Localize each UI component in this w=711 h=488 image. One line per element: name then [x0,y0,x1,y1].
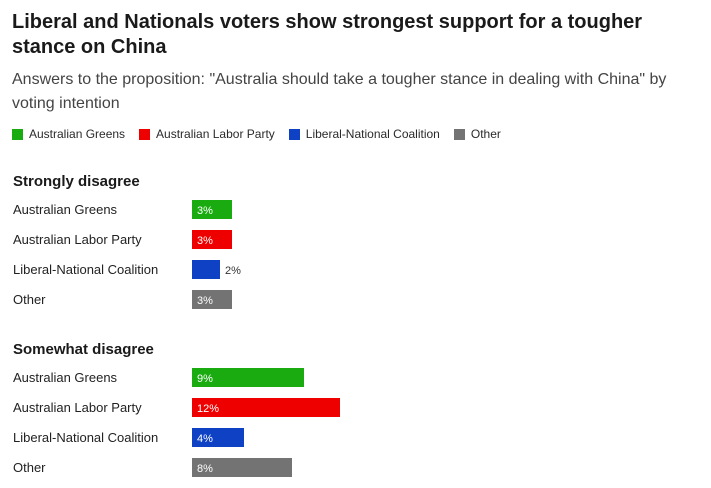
legend: Australian Greens Australian Labor Party… [12,127,515,141]
data-label-somewhat-disagree-australian-labor-party: 12% [197,403,219,415]
bar-strongly-disagree-liberal-national-coalition [192,260,220,279]
legend-item-coalition: Liberal-National Coalition [288,127,440,141]
bar-strongly-disagree-australian-labor-party [192,230,232,249]
data-label-somewhat-disagree-australian-greens: 9% [197,373,213,385]
bar-somewhat-disagree-australian-greens [192,368,304,387]
category-label-somewhat-disagree-liberal-national-coalition: Liberal-National Coalition [13,430,158,445]
category-label-strongly-disagree-australian-labor-party: Australian Labor Party [13,232,142,247]
chart-subtitle: Answers to the proposition: "Australia s… [12,71,667,112]
category-label-somewhat-disagree-australian-greens: Australian Greens [13,370,118,385]
category-label-strongly-disagree-other: Other [13,292,46,307]
data-label-strongly-disagree-australian-greens: 3% [197,205,213,217]
bar-strongly-disagree-australian-greens [192,200,232,219]
legend-label-labor: Australian Labor Party [156,127,275,141]
group-heading-somewhat-disagree: Somewhat disagree [13,341,154,358]
group-heading-strongly-disagree: Strongly disagree [13,173,140,190]
bar-somewhat-disagree-other [192,458,292,477]
legend-label-greens: Australian Greens [29,127,126,141]
bar-somewhat-disagree-australian-labor-party [192,398,340,417]
legend-label-coalition: Liberal-National Coalition [305,127,440,141]
legend-swatch-greens [12,128,23,140]
legend-item-greens: Australian Greens [12,127,125,141]
legend-item-other: Other [453,127,501,141]
category-label-somewhat-disagree-australian-labor-party: Australian Labor Party [13,400,142,415]
legend-swatch-labor [139,128,151,140]
legend-item-labor: Australian Labor Party [139,127,275,141]
data-label-somewhat-disagree-other: 8% [197,463,213,475]
category-label-strongly-disagree-australian-greens: Australian Greens [13,202,118,217]
category-label-somewhat-disagree-other: Other [13,460,46,475]
bar-somewhat-disagree-liberal-national-coalition [192,428,244,447]
legend-label-other: Other [470,127,501,141]
data-label-strongly-disagree-liberal-national-coalition: 2% [225,265,241,277]
data-label-strongly-disagree-other: 3% [197,295,213,307]
data-label-somewhat-disagree-liberal-national-coalition: 4% [197,433,213,445]
category-label-strongly-disagree-liberal-national-coalition: Liberal-National Coalition [13,262,158,277]
data-label-strongly-disagree-australian-labor-party: 3% [197,235,213,247]
legend-swatch-coalition [288,128,300,140]
legend-swatch-other [453,128,465,140]
chart-title: Liberal and Nationals voters show strong… [12,11,643,58]
bar-strongly-disagree-other [192,290,232,309]
